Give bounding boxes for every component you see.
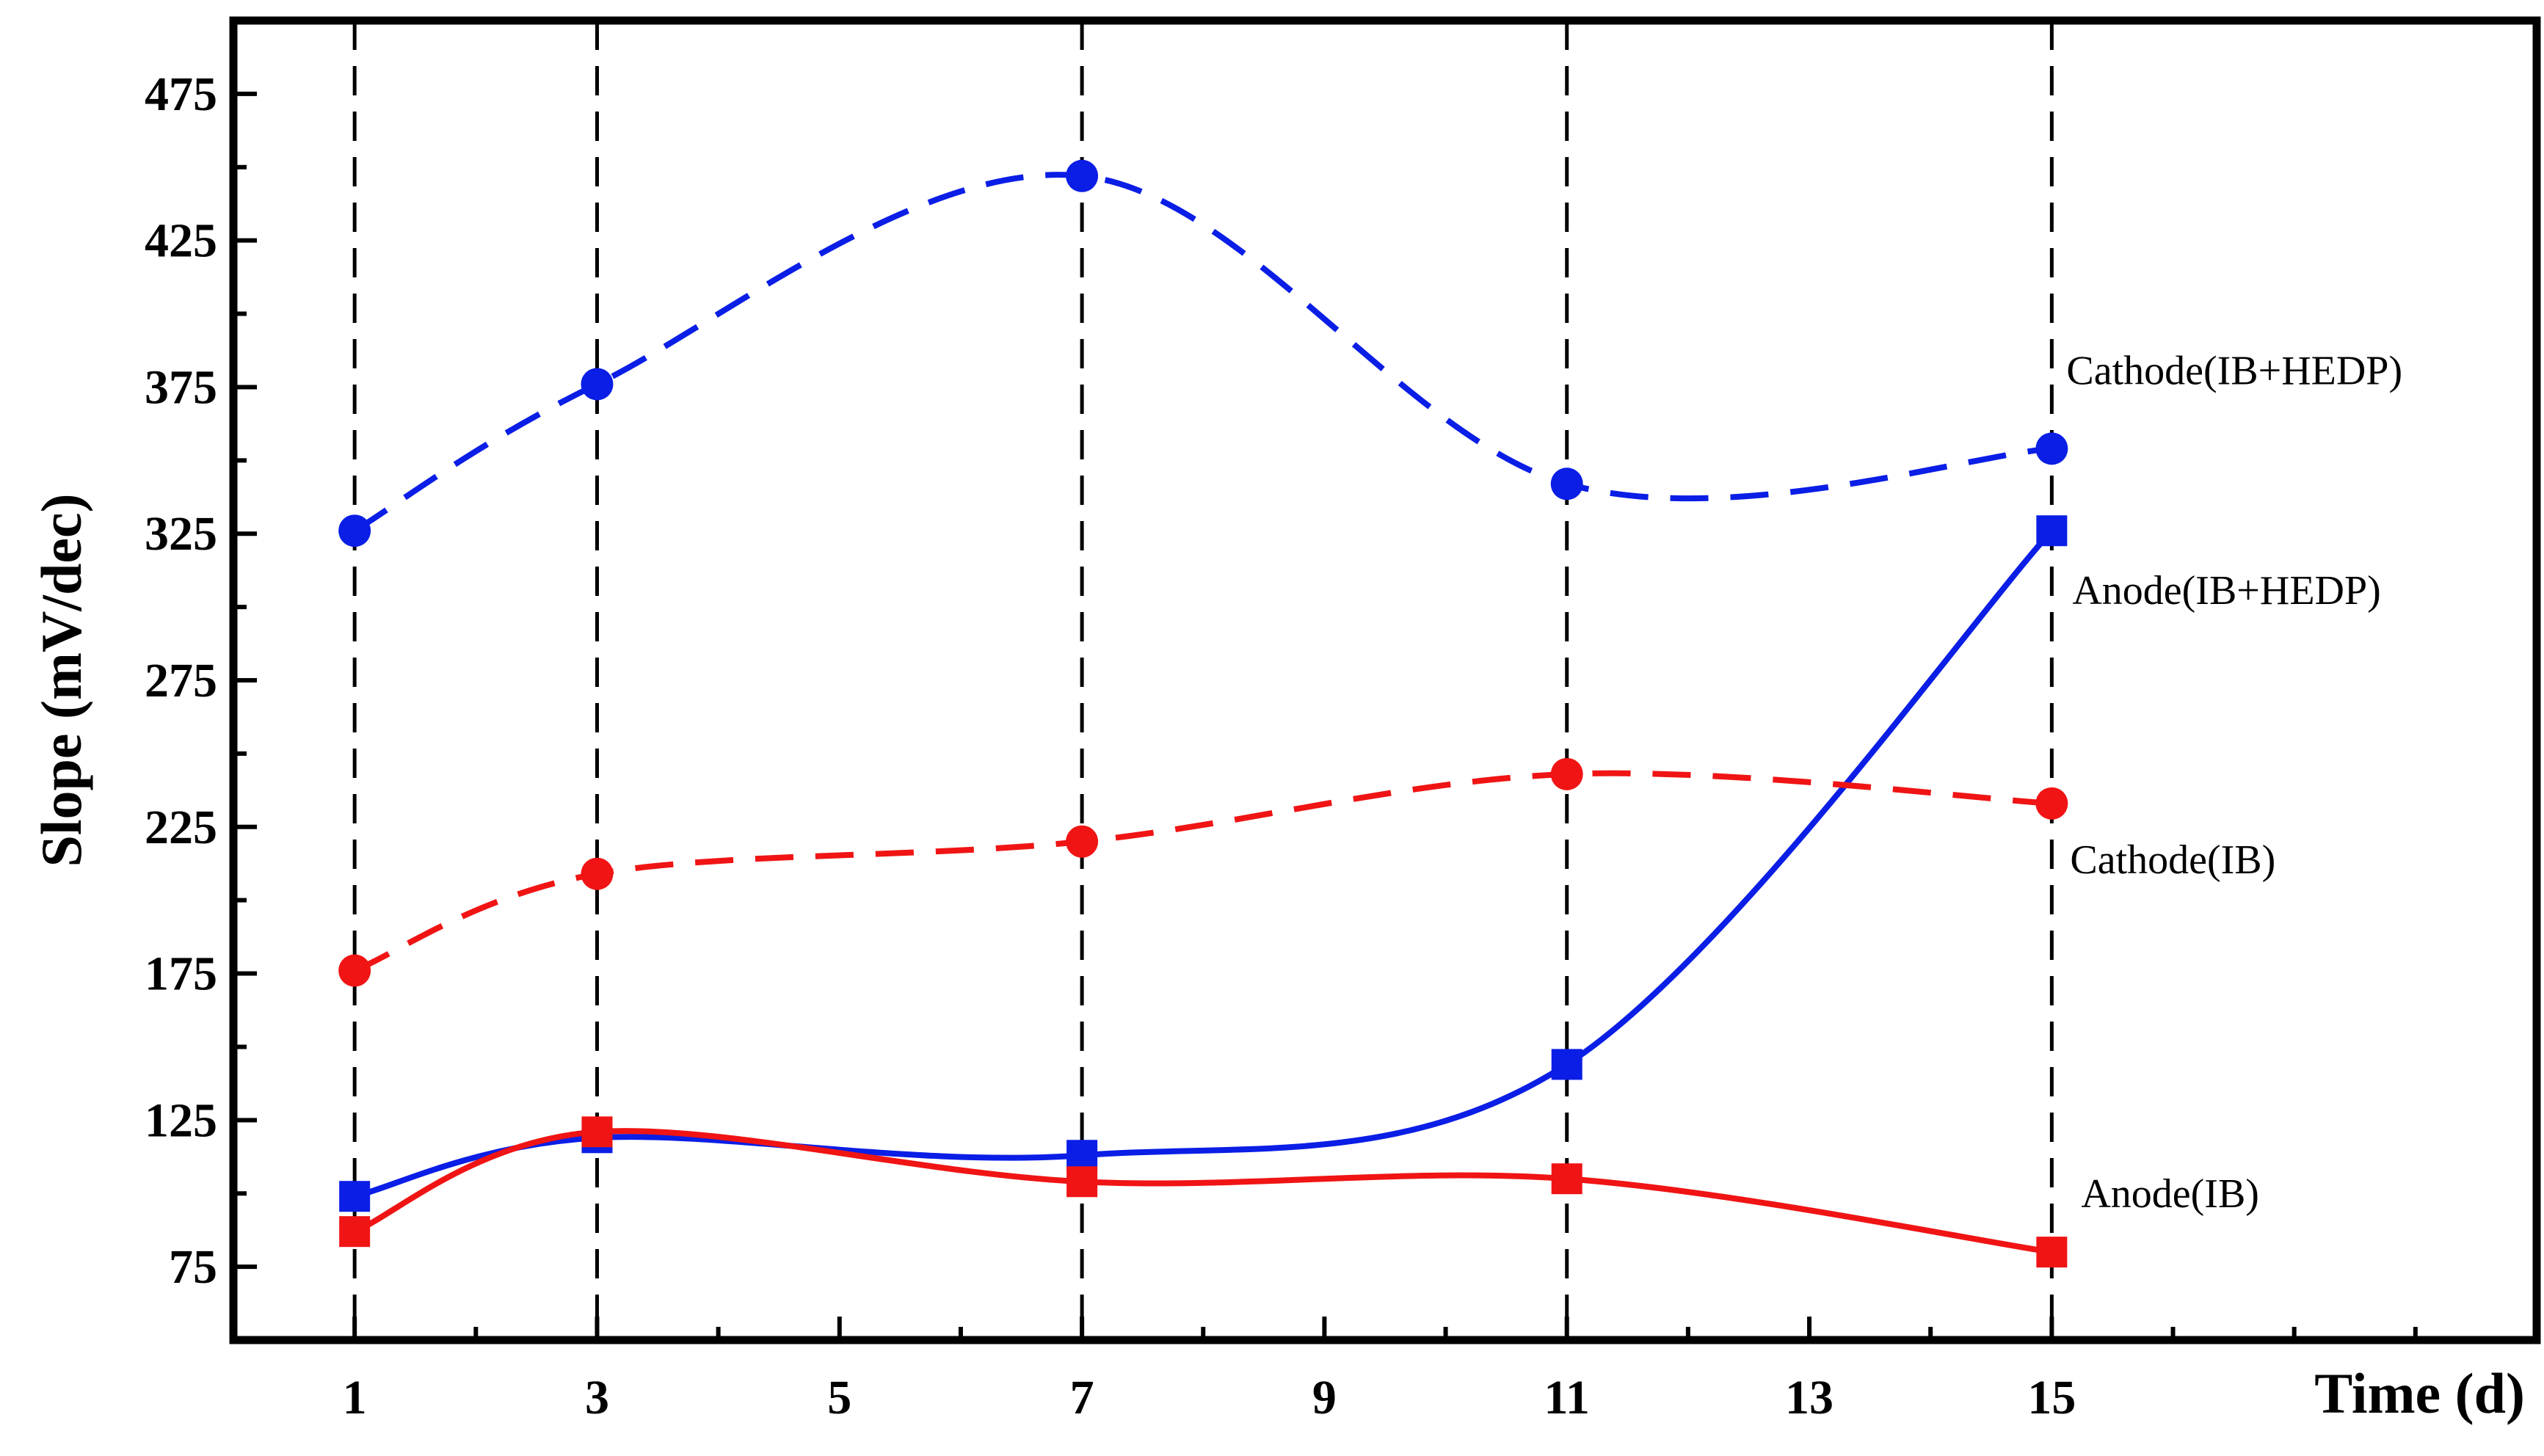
x-tick-label-7: 7	[1070, 1371, 1094, 1424]
series-1-point-3	[1551, 1049, 1582, 1080]
y-tick-label-125: 125	[145, 1093, 217, 1147]
series-0-point-4	[2035, 432, 2068, 465]
series-1-point-0	[339, 1181, 371, 1212]
series-3-point-0	[339, 1216, 371, 1248]
series-2-point-2	[1066, 825, 1099, 858]
series-2-point-1	[581, 857, 614, 890]
series-line-1	[354, 528, 2054, 1200]
series-label-3: Anode(IB)	[2081, 1171, 2259, 1217]
series-markers	[338, 159, 2068, 1268]
series-label-2: Cathode(IB)	[2070, 837, 2275, 883]
y-tick-label-75: 75	[169, 1240, 217, 1294]
series-3-point-4	[2036, 1237, 2068, 1268]
x-tick-label-3: 3	[585, 1371, 609, 1424]
series-label-1: Anode(IB+HEDP)	[2072, 568, 2380, 614]
series-3-point-3	[1551, 1163, 1582, 1195]
y-tick-label-375: 375	[145, 360, 217, 414]
x-tick-label-5: 5	[827, 1371, 851, 1424]
series-0-point-1	[581, 368, 614, 401]
x-tick-label-11: 11	[1544, 1371, 1590, 1424]
y-tick-label-325: 325	[145, 507, 217, 561]
y-tick-label-175: 175	[145, 947, 217, 1001]
series-line-2	[353, 770, 2052, 974]
x-axis-title: Time (d)	[2314, 1361, 2525, 1425]
series-0-point-2	[1066, 159, 1099, 192]
series-label-0: Cathode(IB+HEDP)	[2066, 348, 2402, 393]
series-2-point-0	[338, 954, 371, 987]
x-tick-label-1: 1	[343, 1371, 367, 1424]
x-tick-label-13: 13	[1785, 1371, 1834, 1424]
series-1-point-2	[1066, 1140, 1098, 1171]
x-tick-label-15: 15	[2027, 1371, 2076, 1424]
series-lines	[353, 172, 2054, 1256]
axis-ticks	[231, 18, 2539, 1342]
series-line-0	[353, 172, 2052, 534]
series-0-point-3	[1550, 467, 1583, 500]
series-2-point-4	[2035, 787, 2068, 820]
series-2-point-3	[1550, 757, 1583, 790]
y-axis-title: Slope (mV/dec)	[29, 493, 93, 867]
y-tick-label-425: 425	[145, 214, 217, 268]
y-tick-label-225: 225	[145, 801, 217, 854]
series-line-3	[353, 1128, 2052, 1256]
plot-frame	[229, 16, 2541, 1344]
series-3-point-2	[1066, 1166, 1098, 1198]
series-1-point-4	[2036, 515, 2068, 547]
series-3-point-1	[581, 1116, 613, 1148]
x-tick-label-9: 9	[1312, 1371, 1337, 1424]
series-0-point-0	[338, 514, 371, 547]
series-labels: Cathode(IB+HEDP) Anode(IB+HEDP) Cathode(IB…	[2066, 348, 2402, 1217]
y-tick-label-475: 475	[145, 68, 217, 121]
y-tick-label-275: 275	[145, 654, 217, 707]
